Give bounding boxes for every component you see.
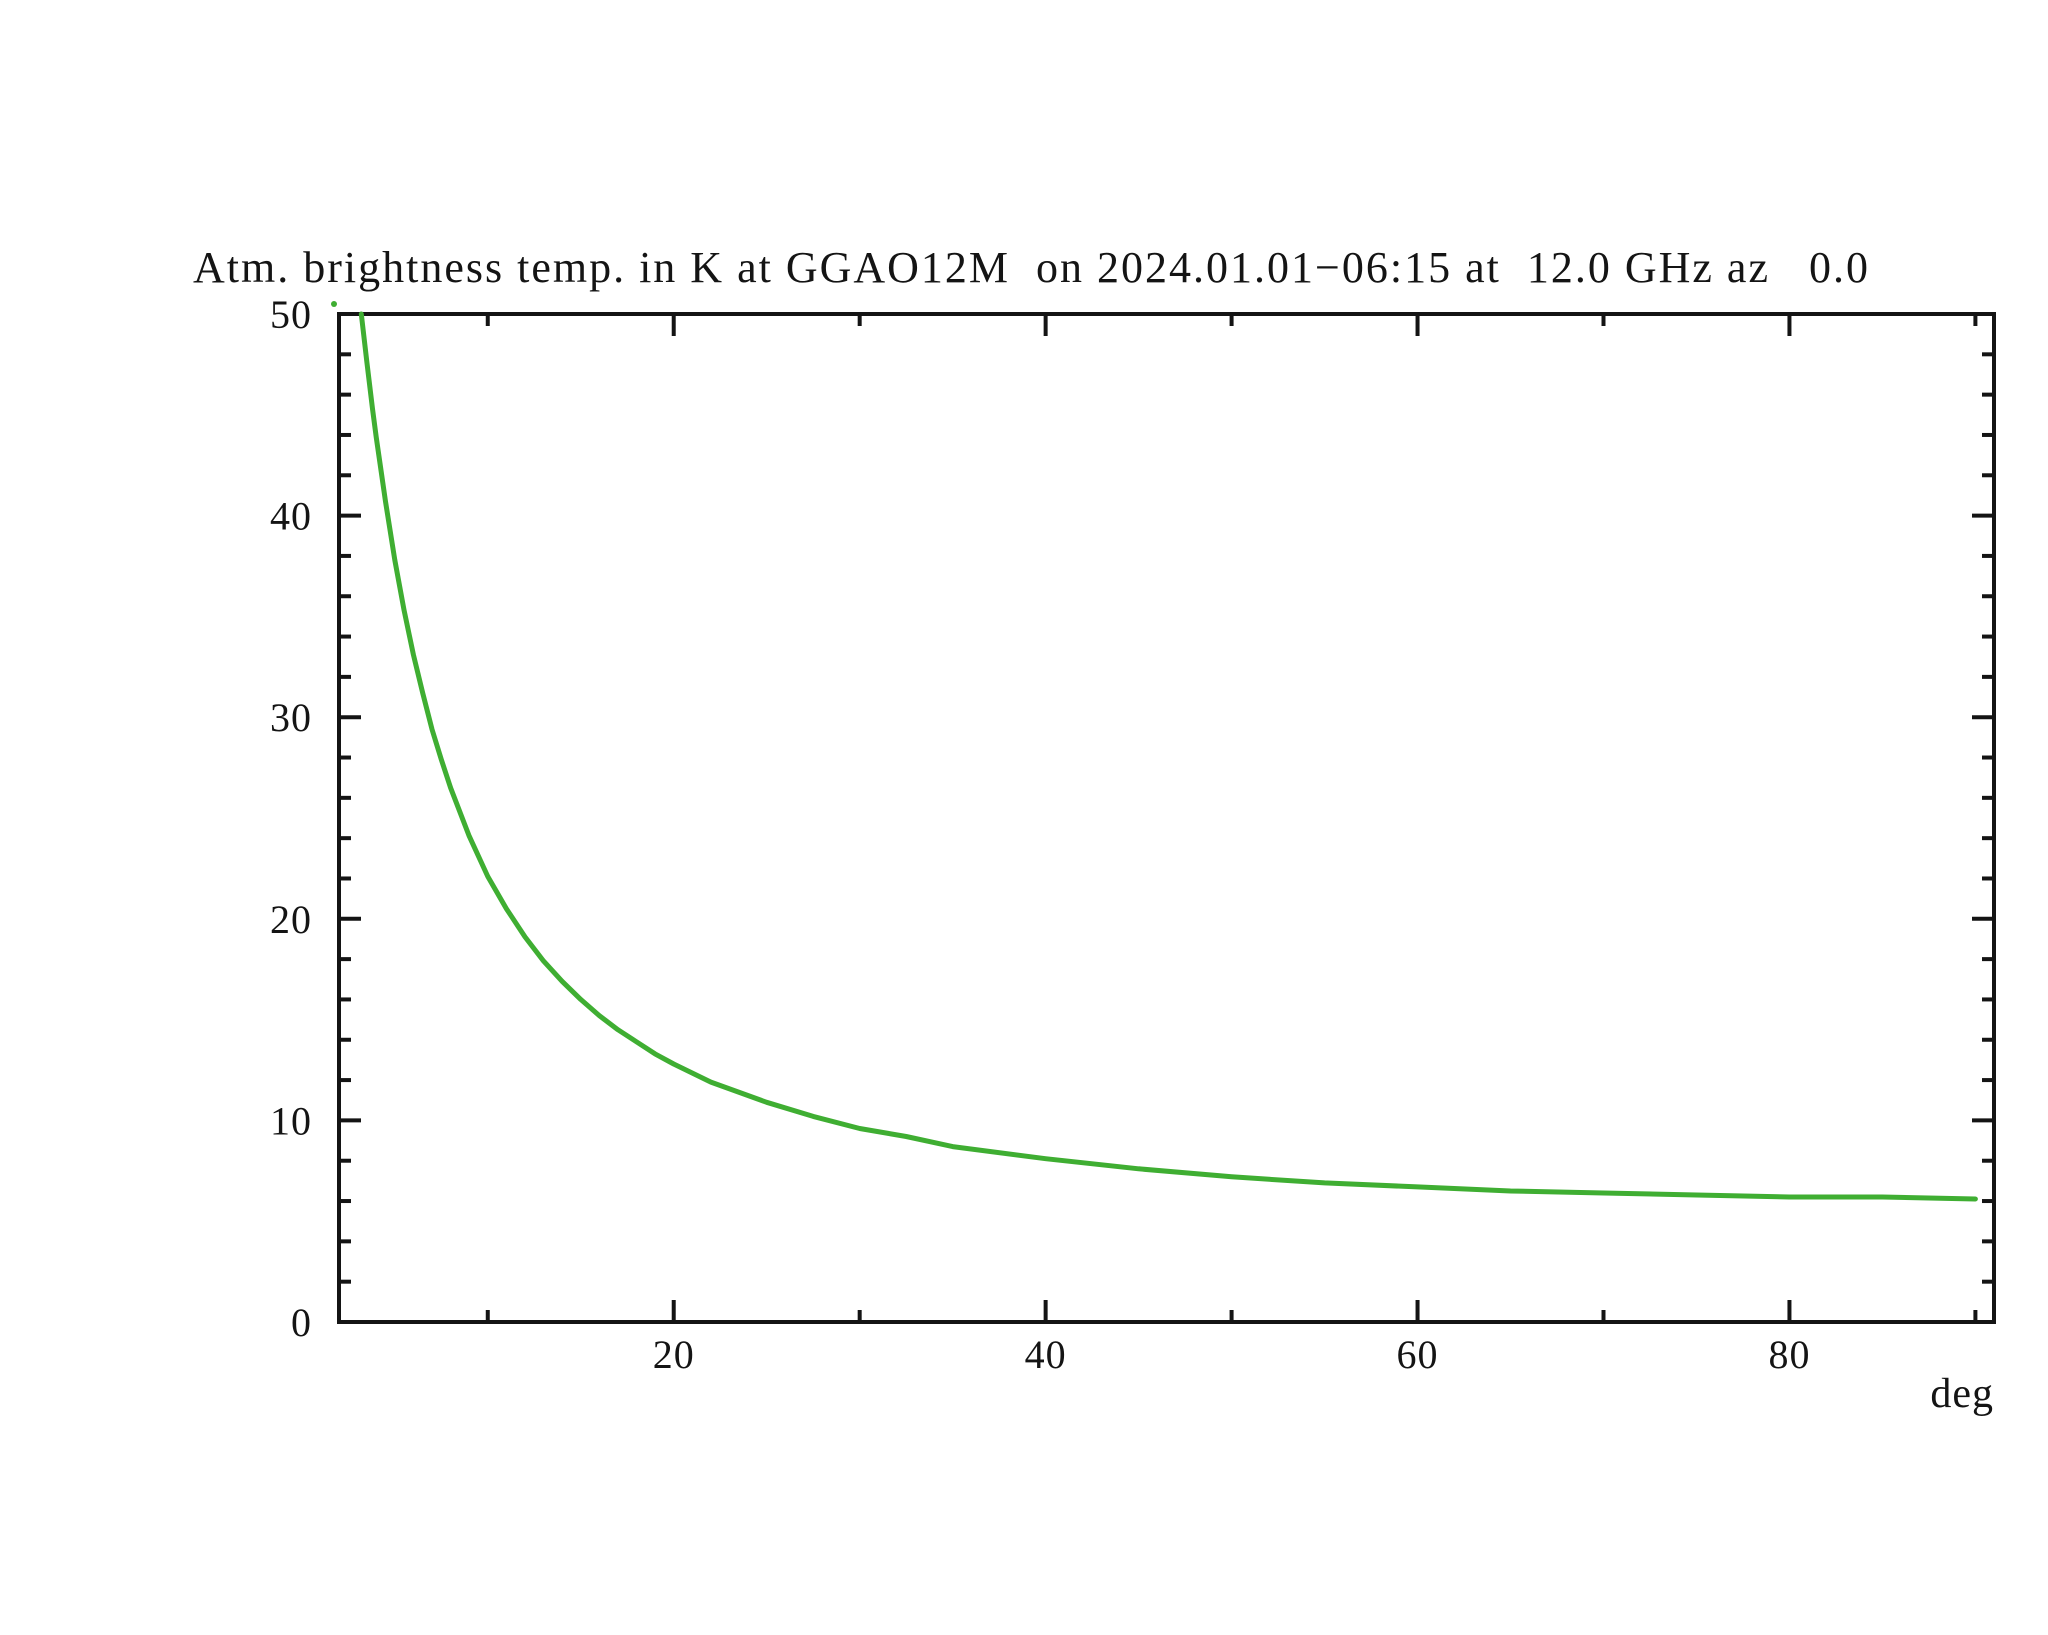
x-tick-label: 40 — [1025, 1332, 1067, 1377]
x-tick-label: 80 — [1768, 1332, 1810, 1377]
y-tick-label: 50 — [270, 292, 312, 337]
x-axis-unit-label: deg — [1930, 1371, 1994, 1417]
y-tick-label: 30 — [270, 695, 312, 740]
x-tick-label: 60 — [1397, 1332, 1439, 1377]
y-tick-label: 10 — [270, 1098, 312, 1143]
chart-title: Atm. brightness temp. in K at GGAO12M on… — [193, 243, 1870, 292]
y-tick-label: 20 — [270, 897, 312, 942]
y-tick-label: 40 — [270, 494, 312, 539]
plot-frame — [337, 312, 1996, 1324]
y-tick-label: 0 — [291, 1300, 312, 1345]
curve-clip-artifact-dot — [331, 301, 337, 307]
x-tick-label: 20 — [653, 1332, 695, 1377]
temperature-curve — [358, 311, 1978, 1202]
